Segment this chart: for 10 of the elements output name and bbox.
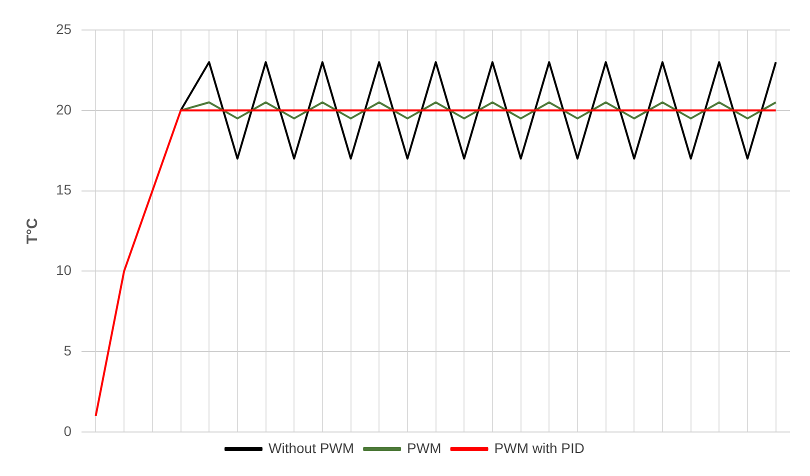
legend-label: PWM with PID [494,440,585,456]
y-tick-label: 20 [56,101,72,118]
y-tick-label: 10 [56,262,72,278]
legend-label: Without PWM [268,440,354,456]
y-tick-label: 0 [64,422,72,439]
y-tick-label: 15 [56,182,72,198]
y-axis-title: T°C [24,218,42,244]
y-tick-label: 5 [64,342,72,358]
legend-label: PWM [407,440,442,456]
y-tick-label: 25 [56,20,72,37]
